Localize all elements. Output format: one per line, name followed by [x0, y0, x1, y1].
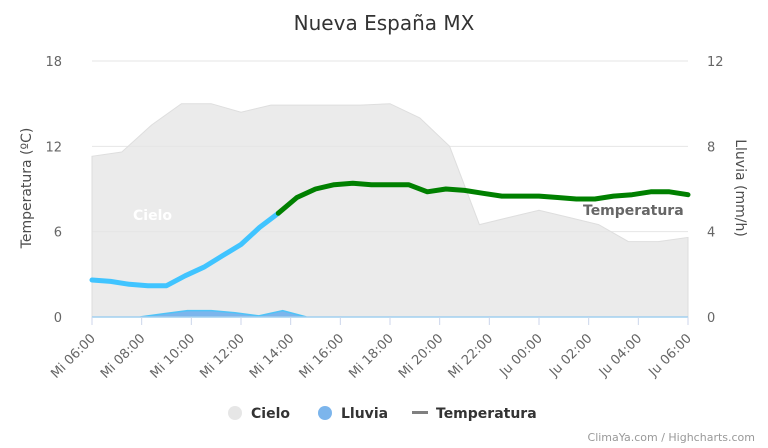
- x-tick-label: Mi 10:00: [148, 331, 199, 382]
- x-tick-label: Mi 12:00: [197, 331, 248, 382]
- y-right-tick-label: 12: [707, 55, 724, 70]
- x-axis-ticks: Mi 06:00 Mi 08:00 Mi 10:00 Mi 12:00 Mi 14:00…: [48, 316, 695, 382]
- x-tick-label: Mi 06:00: [48, 331, 99, 382]
- x-tick-label: Mi 08:00: [98, 331, 149, 382]
- y-right-tick-label: 0: [707, 311, 715, 326]
- y-left-ticks: 0 6 12 18: [45, 55, 62, 326]
- y-left-tick-label: 0: [54, 311, 62, 326]
- label-temperatura: Temperatura: [583, 203, 684, 219]
- cielo-area: [91, 103, 689, 318]
- legend: Cielo Lluvia Temperatura: [228, 406, 537, 422]
- series-cielo[interactable]: [91, 103, 689, 318]
- chart-title: Nueva España MX: [294, 11, 475, 35]
- legend-label-lluvia: Lluvia: [341, 406, 388, 422]
- y-right-tick-label: 8: [707, 140, 715, 155]
- legend-item-cielo[interactable]: Cielo: [228, 406, 290, 422]
- series-temperatura[interactable]: [89, 180, 691, 289]
- x-tick-label: Ju 06:00: [646, 331, 695, 380]
- credits[interactable]: ClimaYa.com / Highcharts.com: [588, 431, 755, 444]
- legend-label-temperatura: Temperatura: [436, 406, 537, 422]
- x-tick-label: Mi 22:00: [446, 331, 497, 382]
- y-right-axis-title: Lluvia (mm/h): [732, 139, 748, 237]
- legend-label-cielo: Cielo: [251, 406, 290, 422]
- x-tick-label: Mi 20:00: [396, 331, 447, 382]
- y-left-tick-label: 6: [54, 226, 62, 241]
- x-tick-label: Mi 16:00: [297, 331, 348, 382]
- x-tick-label: Mi 14:00: [247, 331, 298, 382]
- y-right-ticks: 0 4 8 12: [707, 55, 724, 326]
- x-tick-label: Ju 00:00: [497, 331, 546, 380]
- label-cielo: Cielo: [133, 208, 172, 224]
- x-tick-label: Ju 02:00: [546, 331, 595, 380]
- y-left-axis-title: Temperatura (ºC): [19, 128, 35, 250]
- y-right-tick-label: 4: [707, 226, 715, 241]
- x-tick-label: Mi 18:00: [346, 331, 397, 382]
- temperatura-line-warm: [275, 180, 691, 216]
- y-left-tick-label: 18: [45, 55, 62, 70]
- legend-symbol-cielo: [228, 406, 242, 420]
- legend-symbol-temperatura: [412, 411, 428, 414]
- legend-item-lluvia[interactable]: Lluvia: [318, 406, 388, 422]
- y-left-tick-label: 12: [45, 140, 62, 155]
- legend-item-temperatura[interactable]: Temperatura: [412, 406, 537, 422]
- legend-symbol-lluvia: [318, 406, 332, 420]
- x-tick-label: Ju 04:00: [596, 331, 645, 380]
- temperatura-line-cold: [89, 210, 281, 289]
